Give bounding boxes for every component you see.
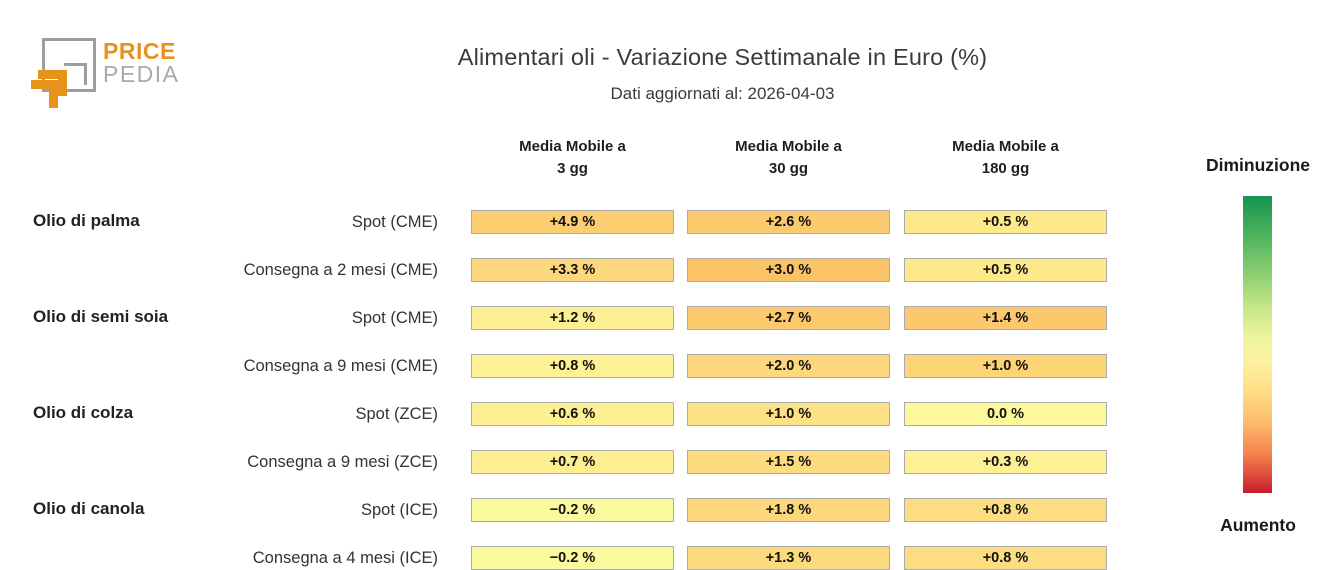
table-row: Consegna a 4 mesi (ICE) −0.2 % +1.3 % +0… <box>0 546 1320 570</box>
heatmap-cell: +1.8 % <box>687 498 890 522</box>
row-label: Consegna a 9 mesi (ZCE) <box>247 453 438 471</box>
table-row: Olio di canola Spot (ICE) −0.2 % +1.8 % … <box>0 498 1320 522</box>
heatmap-cell: +2.6 % <box>687 210 890 234</box>
logo-wordmark: PRICE PEDIA <box>103 40 180 86</box>
row-label: Consegna a 4 mesi (ICE) <box>252 549 438 567</box>
legend-decrease-label: Diminuzione <box>1205 155 1311 175</box>
heatmap-cell: +0.6 % <box>471 402 674 426</box>
pricepedia-logo: PRICE PEDIA <box>31 36 191 114</box>
row-label: Spot (CME) <box>351 309 438 327</box>
heatmap-cell: +1.0 % <box>687 402 890 426</box>
logo-orange-corner-icon <box>31 80 58 108</box>
heatmap-cell: +0.5 % <box>904 258 1107 282</box>
row-group-label: Olio di palma <box>33 211 140 230</box>
row-label: Consegna a 9 mesi (CME) <box>243 357 438 375</box>
table-row: Olio di colza Spot (ZCE) +0.6 % +1.0 % 0… <box>0 402 1320 426</box>
logo-corner-icon <box>64 63 87 85</box>
row-label: Spot (CME) <box>351 213 438 231</box>
heatmap-cell: +0.5 % <box>904 210 1107 234</box>
heatmap-cell: +3.3 % <box>471 258 674 282</box>
legend-colorbar <box>1243 196 1272 493</box>
heatmap-cell: +1.4 % <box>904 306 1107 330</box>
row-label: Spot (ZCE) <box>355 405 438 423</box>
table-row: Consegna a 9 mesi (ZCE) +0.7 % +1.5 % +0… <box>0 450 1320 474</box>
heatmap-cell: +0.8 % <box>904 498 1107 522</box>
heatmap-cell: +3.0 % <box>687 258 890 282</box>
logo-square-icon <box>42 38 96 92</box>
table-row: Consegna a 2 mesi (CME) +3.3 % +3.0 % +0… <box>0 258 1320 282</box>
logo-text-price: PRICE <box>103 38 176 64</box>
row-label: Spot (ICE) <box>360 501 438 519</box>
heatmap-cell: +1.2 % <box>471 306 674 330</box>
title-block: Alimentari oli - Variazione Settimanale … <box>125 44 1320 104</box>
page-subtitle: Dati aggiornati al: 2026-04-03 <box>610 84 835 103</box>
heatmap-cell: +1.3 % <box>687 546 890 570</box>
heatmap-cell: +2.7 % <box>687 306 890 330</box>
table-row: Consegna a 9 mesi (CME) +0.8 % +2.0 % +1… <box>0 354 1320 378</box>
logo-orange-corner-icon <box>38 70 67 96</box>
table-row: Olio di semi soia Spot (CME) +1.2 % +2.7… <box>0 306 1320 330</box>
heatmap-cell: +0.7 % <box>471 450 674 474</box>
heatmap-cell: +0.3 % <box>904 450 1107 474</box>
heatmap-cell: 0.0 % <box>904 402 1107 426</box>
table-row: Olio di palma Spot (CME) +4.9 % +2.6 % +… <box>0 210 1320 234</box>
row-group-label: Olio di canola <box>33 499 145 518</box>
heatmap-cell: +2.0 % <box>687 354 890 378</box>
row-group-label: Olio di colza <box>33 403 134 422</box>
heatmap-cell: −0.2 % <box>471 498 674 522</box>
heatmap-cell: +1.0 % <box>904 354 1107 378</box>
logo-text-pedia: PEDIA <box>103 61 180 87</box>
heatmap-cell: +0.8 % <box>471 354 674 378</box>
column-header-30gg: Media Mobile a 30 gg <box>735 138 842 177</box>
heatmap-cell: +4.9 % <box>471 210 674 234</box>
heatmap-cell: −0.2 % <box>471 546 674 570</box>
row-group-label: Olio di semi soia <box>33 307 169 326</box>
page-title: Alimentari oli - Variazione Settimanale … <box>457 44 988 70</box>
column-header-180gg: Media Mobile a 180 gg <box>952 138 1059 177</box>
legend-increase-label: Aumento <box>1220 515 1296 535</box>
column-header-3gg: Media Mobile a 3 gg <box>519 138 626 177</box>
row-label: Consegna a 2 mesi (CME) <box>243 261 438 279</box>
heatmap-cell: +1.5 % <box>687 450 890 474</box>
heatmap-cell: +0.8 % <box>904 546 1107 570</box>
